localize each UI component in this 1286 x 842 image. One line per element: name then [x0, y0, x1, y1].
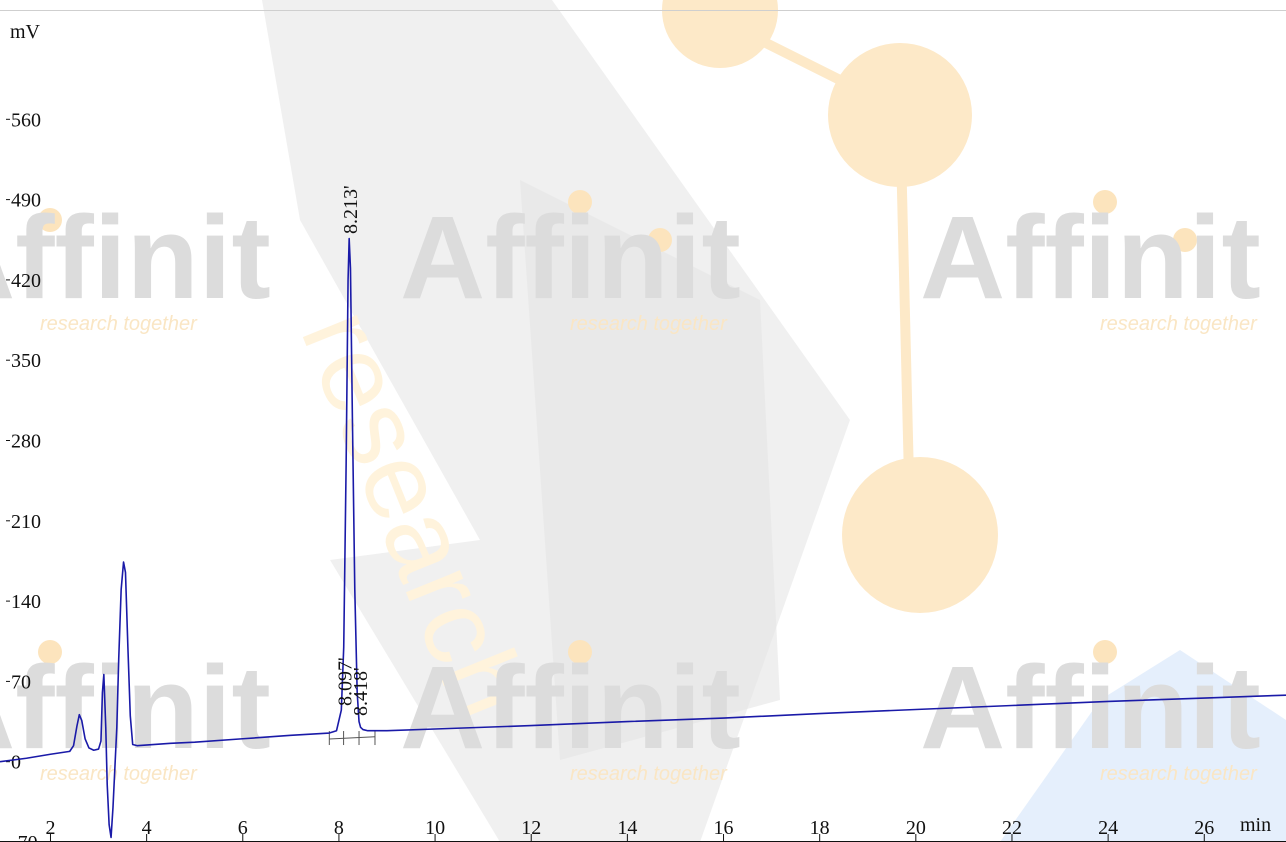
peak-label: 8.213' — [340, 185, 362, 234]
x-tick-label: 16 — [714, 817, 734, 839]
watermark-logo-tagline: research together — [570, 313, 728, 335]
x-tick-label: 10 — [425, 817, 445, 839]
watermark-molecule-node — [662, 0, 778, 68]
peak-labels: 8.213' 8.097'8.418' — [335, 185, 372, 716]
watermark-logo-tagline: research together — [1100, 313, 1258, 335]
x-tick-label: 6 — [238, 817, 248, 839]
y-tick-label: 560 — [11, 109, 41, 131]
watermark-logo-dot — [38, 208, 62, 232]
integration-baseline — [329, 736, 376, 740]
y-axis-ticks: -70 0 70 140 210 280 350 420 490 560 — [6, 109, 41, 842]
y-tick-label: 280 — [11, 431, 41, 453]
watermark-logo: Affinit research together — [400, 640, 741, 785]
watermark-logo-word: Affinit — [400, 192, 741, 324]
watermark-logo-dot — [1093, 640, 1117, 664]
watermark-logo-dot — [568, 640, 592, 664]
x-tick-label: 4 — [142, 817, 152, 839]
watermark-logo-tagline: research together — [40, 763, 198, 785]
y-tick-label: 350 — [11, 350, 41, 372]
watermark-logo-dot — [38, 640, 62, 664]
watermark-logo-word: Affinit — [920, 642, 1261, 774]
x-tick-label: 18 — [810, 817, 830, 839]
peak-label: 8.418' — [350, 667, 372, 716]
x-tick-label: 12 — [521, 817, 541, 839]
x-tick-label: 14 — [617, 817, 637, 839]
watermark-logo-dot — [1173, 228, 1197, 252]
peak-label: 8.097' — [335, 657, 357, 706]
watermark-logo: Affinit research together — [0, 640, 271, 785]
chromatogram-trace — [0, 237, 1286, 839]
y-tick-label: -70 — [11, 832, 38, 842]
x-axis-unit: min — [1240, 814, 1271, 836]
x-tick-label: 8 — [334, 817, 344, 839]
watermark-logo: Affinit research together — [920, 190, 1261, 335]
y-tick-label: 420 — [11, 270, 41, 292]
watermark-logo-tagline: research together — [1100, 763, 1258, 785]
watermark-logo-word: Affinit — [920, 192, 1261, 324]
watermark-logo-dot — [568, 190, 592, 214]
peak-baseline-marks — [328, 731, 376, 746]
watermark-band-grey-2 — [520, 180, 780, 760]
watermark-logo-tagline: research together — [40, 313, 198, 335]
watermark-logo-word: Affinit — [0, 192, 271, 324]
x-tick-label: 24 — [1098, 817, 1118, 839]
x-tick-label: 2 — [45, 817, 55, 839]
y-tick-label: 140 — [11, 591, 41, 613]
watermark-logo: Affinit research together — [0, 192, 271, 335]
x-tick-label: 26 — [1194, 817, 1214, 839]
y-tick-label: 210 — [11, 511, 41, 533]
x-axis-ticks: 2 4 6 8 10 12 14 16 18 20 22 24 26 — [45, 817, 1214, 841]
watermark-logo-word: Affinit — [400, 642, 741, 774]
x-tick-label: 22 — [1002, 817, 1022, 839]
y-tick-label: 70 — [11, 671, 31, 693]
y-tick-label: 490 — [11, 190, 41, 212]
watermark-logo-word: Affinit — [0, 642, 271, 774]
watermark-molecule-node — [828, 43, 972, 187]
watermark-logo-dot — [1093, 190, 1117, 214]
y-axis-unit: mV — [10, 21, 41, 43]
watermark-molecule-node — [842, 457, 998, 613]
y-tick-label: 0 — [11, 752, 21, 774]
watermark-logo: Affinit research together — [920, 640, 1261, 785]
watermark-logo: Affinit research together — [400, 190, 741, 335]
watermark-logo-tagline: research together — [570, 763, 728, 785]
x-tick-label: 20 — [906, 817, 926, 839]
watermark-logo-dot — [648, 228, 672, 252]
